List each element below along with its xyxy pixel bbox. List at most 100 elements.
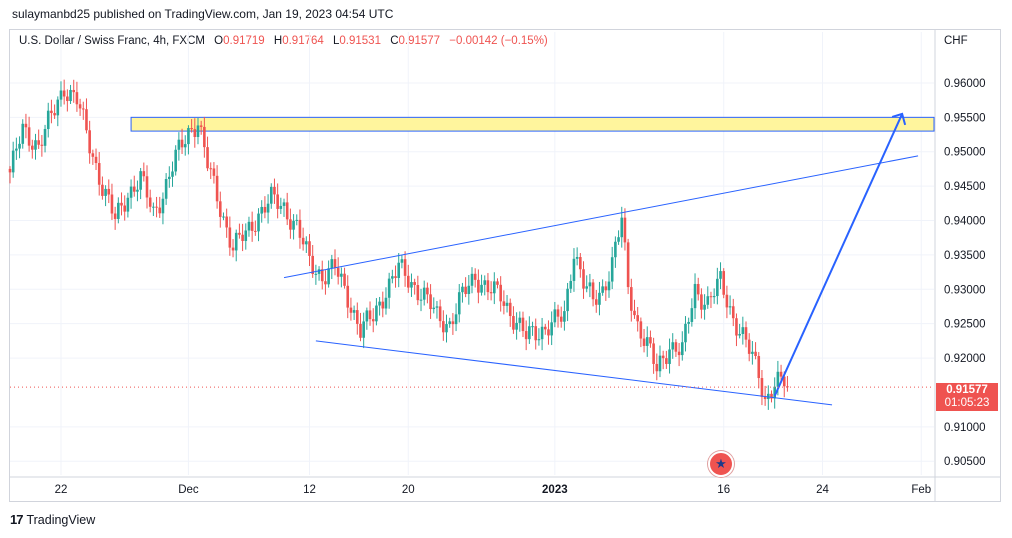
candle-body bbox=[442, 321, 445, 333]
candle-body bbox=[559, 316, 563, 322]
candle-body bbox=[416, 285, 420, 301]
candle-body bbox=[298, 219, 302, 238]
candle-body bbox=[50, 110, 53, 114]
candle-body bbox=[582, 269, 585, 289]
candle-body bbox=[636, 315, 639, 322]
candle-body bbox=[308, 241, 311, 256]
candle-body bbox=[604, 286, 608, 291]
candle-body bbox=[569, 280, 573, 289]
candle-body bbox=[260, 206, 264, 214]
brand-name: TradingView bbox=[26, 512, 96, 527]
candle-body bbox=[31, 145, 34, 150]
last-price-value: 0.91577 bbox=[946, 384, 988, 396]
candle-body bbox=[438, 306, 442, 322]
candle-body bbox=[782, 376, 786, 387]
candle-body bbox=[496, 281, 499, 285]
candle-body bbox=[754, 351, 757, 357]
y-tick-label: 0.93500 bbox=[944, 250, 986, 262]
candle-body bbox=[531, 326, 534, 328]
candle-body bbox=[234, 232, 238, 251]
candle-body bbox=[129, 186, 133, 198]
candle-body bbox=[324, 281, 327, 285]
candle-body bbox=[760, 378, 764, 397]
candle-body bbox=[139, 171, 142, 190]
candle-body bbox=[266, 203, 270, 213]
candle-body bbox=[403, 259, 407, 276]
candle-body bbox=[645, 337, 649, 346]
candle-body bbox=[206, 147, 209, 169]
candle-body bbox=[81, 108, 85, 110]
candle-body bbox=[222, 216, 225, 218]
candle-body bbox=[607, 281, 611, 291]
high-label: H bbox=[273, 35, 283, 47]
close-value: 0.91577 bbox=[398, 35, 441, 47]
candle-body bbox=[91, 153, 95, 157]
candle-body bbox=[744, 327, 748, 340]
candle-body bbox=[215, 175, 219, 202]
candle-body bbox=[674, 342, 678, 352]
x-tick-label: 24 bbox=[816, 484, 829, 496]
candle-body bbox=[547, 329, 550, 336]
channel-lower-line bbox=[315, 340, 833, 406]
candle-body bbox=[477, 279, 480, 293]
candle-body bbox=[397, 262, 401, 278]
candle-body bbox=[254, 230, 257, 232]
candle-body bbox=[617, 237, 620, 242]
candle-body bbox=[757, 356, 761, 379]
candle-body bbox=[630, 287, 633, 311]
candle-body bbox=[579, 257, 582, 270]
candle-body bbox=[741, 327, 745, 334]
symbol-label[interactable]: U.S. Dollar / Swiss Franc, 4h, FXCM bbox=[19, 35, 205, 47]
candle-body bbox=[467, 285, 471, 295]
y-tick-label: 0.95000 bbox=[944, 147, 986, 159]
candle-body bbox=[553, 309, 557, 323]
candle-body bbox=[24, 123, 28, 128]
candle-body bbox=[585, 286, 589, 289]
candle-body bbox=[633, 310, 636, 316]
candle-body bbox=[786, 386, 789, 388]
candle-body bbox=[680, 342, 684, 356]
us-flag-icon[interactable]: ★ bbox=[708, 451, 734, 477]
candle-body bbox=[598, 292, 601, 305]
candle-body bbox=[94, 156, 98, 164]
candle-body bbox=[368, 310, 372, 320]
candle-body bbox=[451, 321, 455, 325]
candle-body bbox=[426, 287, 429, 295]
candle-body bbox=[190, 128, 193, 130]
candle-body bbox=[177, 139, 181, 150]
candle-body bbox=[327, 268, 330, 285]
candle-body bbox=[751, 351, 754, 354]
candle-body bbox=[767, 393, 770, 400]
candle-body bbox=[610, 257, 614, 282]
candle-body bbox=[550, 322, 553, 336]
footer-brand[interactable]: 17 TradingView bbox=[10, 512, 95, 527]
x-tick-label: Dec bbox=[178, 484, 199, 496]
candle-body bbox=[295, 219, 299, 221]
candle-body bbox=[203, 126, 206, 148]
x-tick-label: 22 bbox=[55, 484, 68, 496]
candle-body bbox=[292, 220, 295, 230]
candle-body bbox=[142, 171, 146, 177]
candle-body bbox=[209, 168, 213, 170]
y-tick-label: 0.95500 bbox=[944, 112, 986, 124]
candle-body bbox=[148, 197, 152, 207]
candle-body bbox=[594, 299, 598, 305]
candle-body bbox=[671, 342, 675, 350]
candle-body bbox=[534, 326, 538, 341]
candle-body bbox=[470, 273, 474, 286]
candle-body bbox=[703, 304, 706, 310]
candle-body bbox=[34, 140, 37, 150]
candle-body bbox=[665, 358, 668, 364]
candle-body bbox=[394, 276, 397, 278]
candle-body bbox=[601, 286, 604, 293]
candle-body bbox=[66, 96, 69, 102]
candle-body bbox=[566, 288, 569, 312]
x-tick-label: 20 bbox=[402, 484, 415, 496]
candle-body bbox=[649, 337, 652, 344]
candle-body bbox=[457, 292, 461, 315]
y-tick-label: 0.92000 bbox=[944, 353, 986, 365]
candle-body bbox=[763, 396, 767, 400]
candle-body bbox=[46, 110, 50, 130]
candle-body bbox=[101, 184, 104, 196]
